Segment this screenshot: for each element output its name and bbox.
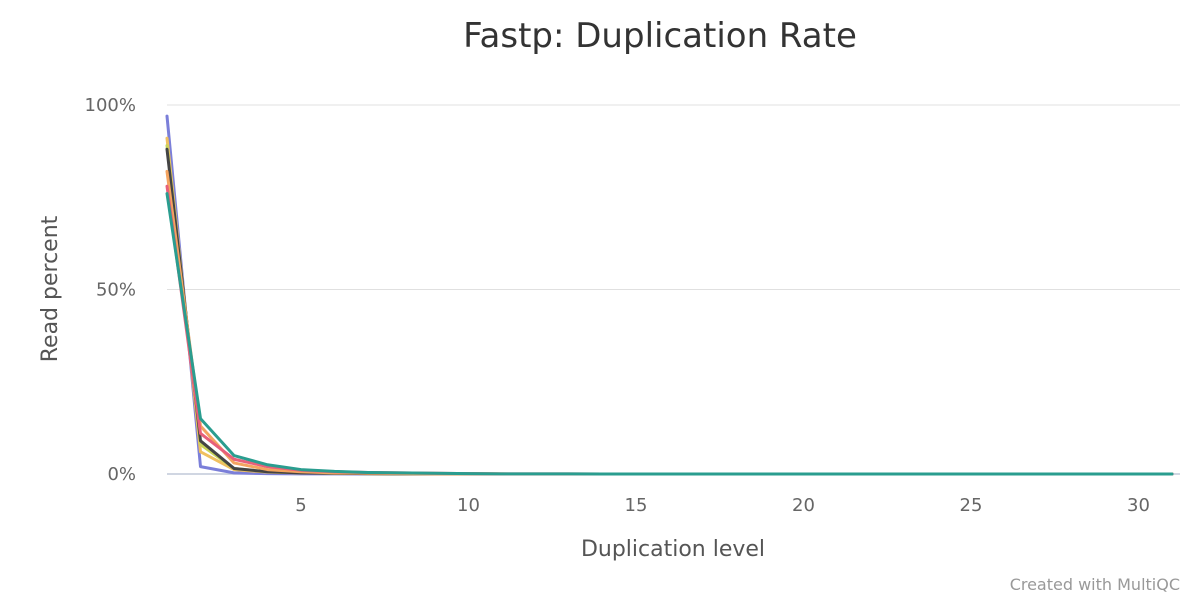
x-tick-label: 10	[457, 495, 480, 516]
x-tick-label: 25	[960, 495, 983, 516]
x-tick-label: 20	[792, 495, 815, 516]
x-tick-label: 5	[295, 495, 306, 516]
series-line-3[interactable]	[165, 144, 1174, 476]
credit-text[interactable]: Created with MultiQC	[1010, 575, 1180, 594]
series-line-6[interactable]	[165, 184, 1174, 476]
y-tick-label: 0%	[107, 464, 136, 485]
gridlines	[167, 104, 1180, 290]
x-tick-label: 30	[1127, 495, 1150, 516]
series-line-4[interactable]	[165, 147, 1174, 476]
x-axis-label: Duplication level	[581, 537, 765, 562]
series-line-7[interactable]	[165, 192, 1174, 476]
series-line-2[interactable]	[165, 136, 1174, 476]
y-axis-ticks: 0% 50% 100%	[85, 95, 136, 485]
x-tick-label: 15	[625, 495, 648, 516]
y-tick-label: 50%	[96, 280, 136, 301]
series-lines	[165, 114, 1174, 476]
series-line-5[interactable]	[165, 169, 1174, 476]
series-line-1[interactable]	[165, 114, 1174, 476]
chart-title: Fastp: Duplication Rate	[463, 16, 857, 56]
x-axis-ticks: 5 10 15 20 25 30	[295, 495, 1150, 516]
y-tick-label: 100%	[85, 95, 136, 116]
y-axis-label[interactable]: Read percent	[38, 215, 63, 362]
